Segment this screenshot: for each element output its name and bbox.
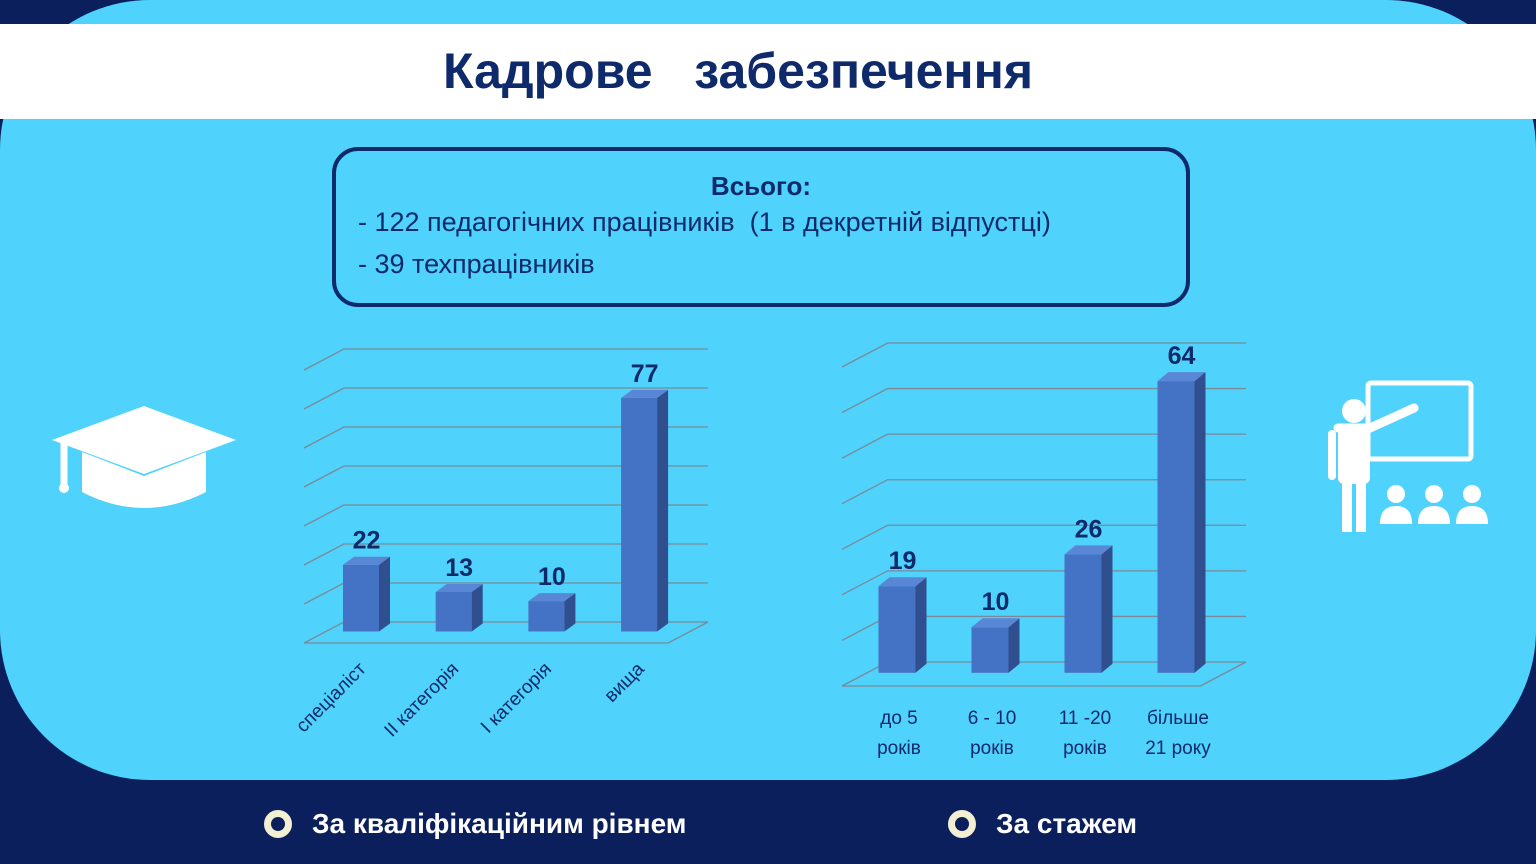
legend-bullet-icon	[264, 810, 292, 838]
gridline	[841, 524, 1246, 550]
category-label: років	[1063, 738, 1107, 759]
bar-top	[1064, 545, 1113, 555]
gridline	[841, 342, 1246, 368]
bar-front	[1064, 554, 1102, 673]
category-label: 6 - 10	[968, 708, 1017, 729]
slide-panel	[0, 0, 1536, 780]
bar	[621, 389, 669, 632]
bar-front	[435, 592, 472, 632]
gridline	[303, 426, 708, 449]
data-label: 22	[353, 527, 381, 555]
data-label: 77	[631, 360, 659, 388]
bar-side	[379, 556, 390, 632]
bar-front	[971, 627, 1009, 673]
gridline	[303, 348, 708, 371]
summary-heading: Всього:	[710, 171, 812, 201]
bar-front	[528, 601, 565, 632]
bar-front	[343, 564, 379, 632]
legend-qualification: За кваліфікаційним рівнем	[264, 806, 687, 842]
bar-top	[343, 556, 390, 565]
bar	[878, 577, 927, 673]
bar-top	[1157, 372, 1206, 382]
gridline	[303, 465, 708, 488]
gridline	[841, 387, 1246, 414]
bar-top	[971, 618, 1020, 628]
gridline	[303, 504, 708, 527]
bar-side	[471, 584, 483, 632]
category-label: більше	[1147, 708, 1209, 729]
bar-side	[657, 389, 669, 632]
category-label: 11 -20	[1059, 708, 1111, 729]
data-label: 26	[1075, 515, 1103, 543]
bar-top	[621, 389, 669, 398]
bar	[1064, 545, 1113, 673]
data-label: 64	[1168, 342, 1196, 370]
bar-top	[435, 584, 483, 593]
summary-line-teachers: - 122 педагогічних працівників (1 в декр…	[358, 207, 1051, 237]
bar-front	[621, 397, 658, 632]
category-label: до 5	[880, 708, 918, 729]
legend-bullet-icon	[948, 810, 976, 838]
bar-side	[1008, 618, 1020, 673]
bar-top	[878, 577, 927, 587]
legend-qualification-label: За кваліфікаційним рівнем	[312, 808, 687, 839]
bar-side	[915, 577, 927, 673]
bar	[1157, 372, 1206, 673]
bar-front	[878, 586, 916, 673]
data-label: 10	[982, 588, 1010, 616]
floor-edge	[667, 621, 709, 644]
gridline	[303, 387, 708, 410]
title-band	[0, 24, 1536, 119]
data-label: 13	[445, 554, 473, 582]
category-label: років	[877, 738, 921, 759]
bar-top	[528, 593, 576, 602]
bar	[435, 584, 483, 632]
legend-experience: За стажем	[948, 806, 1137, 842]
gridline	[841, 433, 1246, 459]
bar	[971, 618, 1020, 673]
data-label: 10	[538, 563, 566, 591]
summary-line-staff: - 39 техпрацівників	[358, 249, 595, 279]
category-label: 21 року	[1145, 738, 1211, 759]
bar-side	[1101, 545, 1113, 673]
category-label: років	[970, 738, 1014, 759]
page-title: Кадрове забезпечення	[442, 43, 1034, 99]
bar-front	[1157, 381, 1195, 673]
floor-edge	[1200, 661, 1247, 687]
bar-side	[564, 593, 576, 632]
bar	[528, 593, 576, 632]
teacher-presentation-icon	[1318, 378, 1498, 543]
graduation-cap-icon	[44, 400, 244, 525]
gridline	[841, 479, 1246, 505]
data-label: 19	[889, 547, 917, 575]
summary-box: Всього: - 122 педагогічних працівників (…	[332, 147, 1190, 307]
bar-side	[1194, 372, 1206, 673]
gridline	[303, 543, 708, 566]
gridline	[841, 570, 1246, 596]
legend-experience-label: За стажем	[996, 808, 1138, 839]
bar	[343, 556, 390, 632]
